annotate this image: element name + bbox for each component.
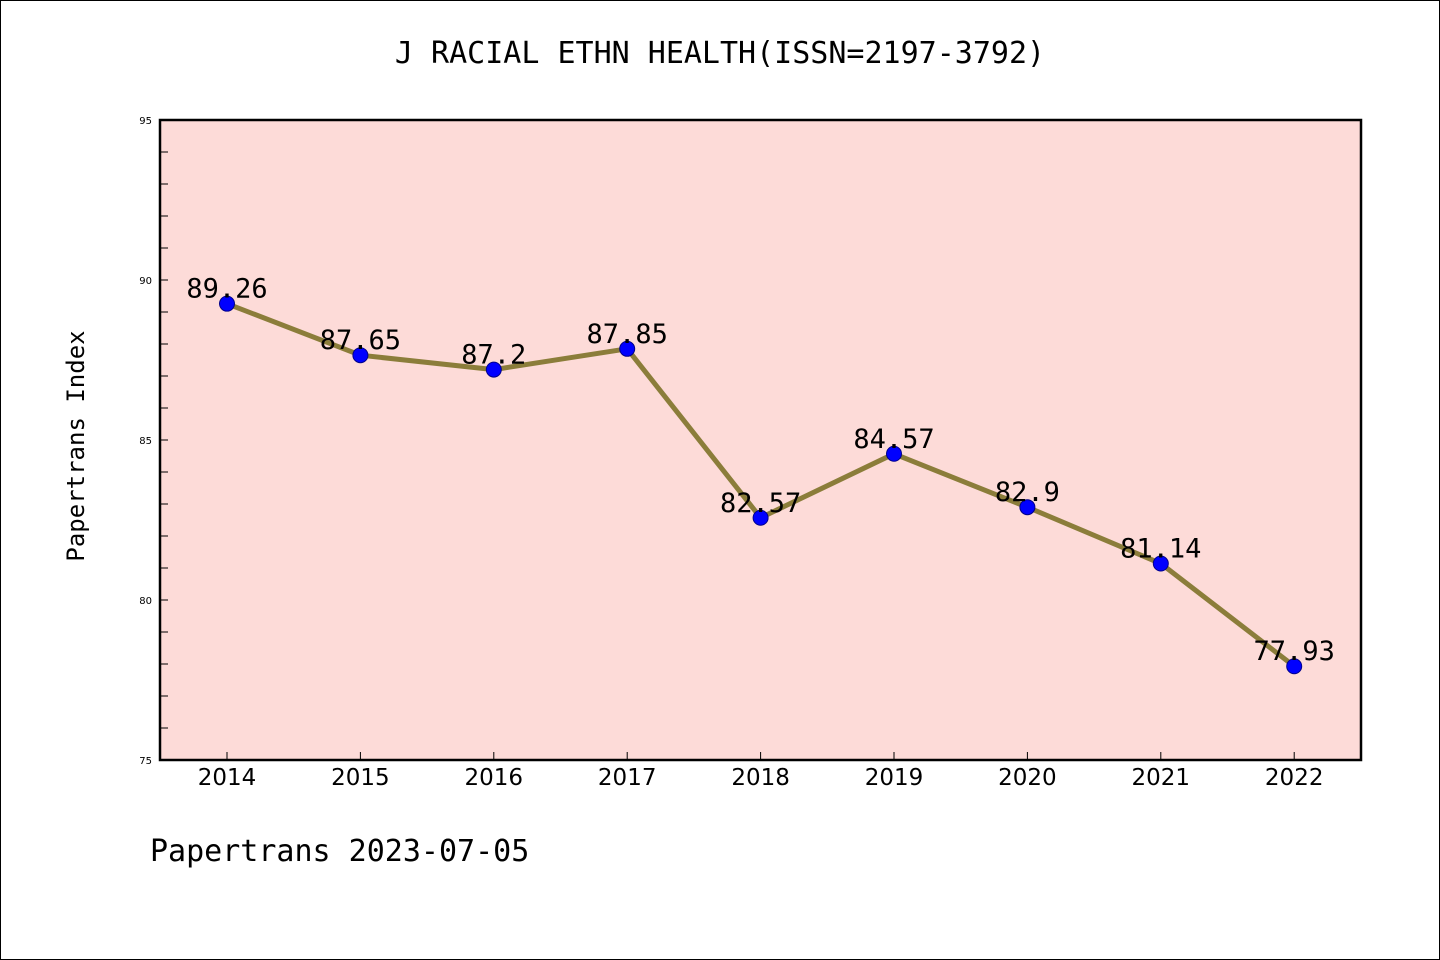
y-axis: 75 80 85 90 95 [139, 116, 168, 767]
data-point [485, 361, 502, 378]
y-tick-label: 90 [139, 276, 152, 287]
data-label: 82.57 [720, 488, 801, 519]
x-tick-label: 2019 [865, 765, 924, 791]
data-point [886, 445, 902, 462]
y-tick-label: 80 [139, 596, 152, 607]
x-axis: 2014 2015 2016 2017 2018 2019 2020 2021 2022 [198, 752, 1324, 791]
chart-title: J RACIAL ETHN HEALTH(ISSN=2197-3792) [394, 36, 1046, 71]
data-label: 87.2 [461, 340, 526, 371]
data-point [1152, 555, 1169, 572]
data-label: 87.65 [320, 325, 401, 356]
x-tick-label: 2014 [198, 765, 257, 791]
data-point [1019, 499, 1036, 516]
y-tick-label: 85 [139, 436, 152, 447]
x-tick-label: 2021 [1132, 765, 1191, 791]
data-point [619, 340, 636, 357]
x-tick-label: 2022 [1265, 765, 1324, 791]
x-tick-label: 2016 [465, 765, 524, 791]
data-point [1286, 658, 1303, 675]
data-label: 82.9 [995, 477, 1060, 508]
data-label: 81.14 [1120, 534, 1201, 565]
data-label: 84.57 [853, 424, 934, 455]
x-tick-label: 2015 [331, 765, 390, 791]
x-tick-label: 2018 [731, 765, 790, 791]
data-point [352, 347, 369, 364]
x-tick-label: 2017 [598, 765, 657, 791]
data-point [219, 295, 235, 312]
data-labels: 89.26 87.65 87.2 87.85 82.57 84.57 82.9 81.14 77… [186, 274, 1334, 668]
data-point [752, 509, 769, 526]
data-points [219, 295, 1303, 675]
data-label: 77.93 [1254, 636, 1335, 667]
x-tick-label: 2020 [998, 765, 1057, 791]
plot-area [158, 118, 1363, 762]
data-label: 87.85 [587, 319, 668, 350]
y-tick-label: 75 [139, 756, 152, 767]
footer-credit: Papertrans 2023-07-05 [150, 834, 530, 869]
y-tick-label: 95 [139, 116, 152, 127]
data-label: 89.26 [186, 274, 267, 305]
